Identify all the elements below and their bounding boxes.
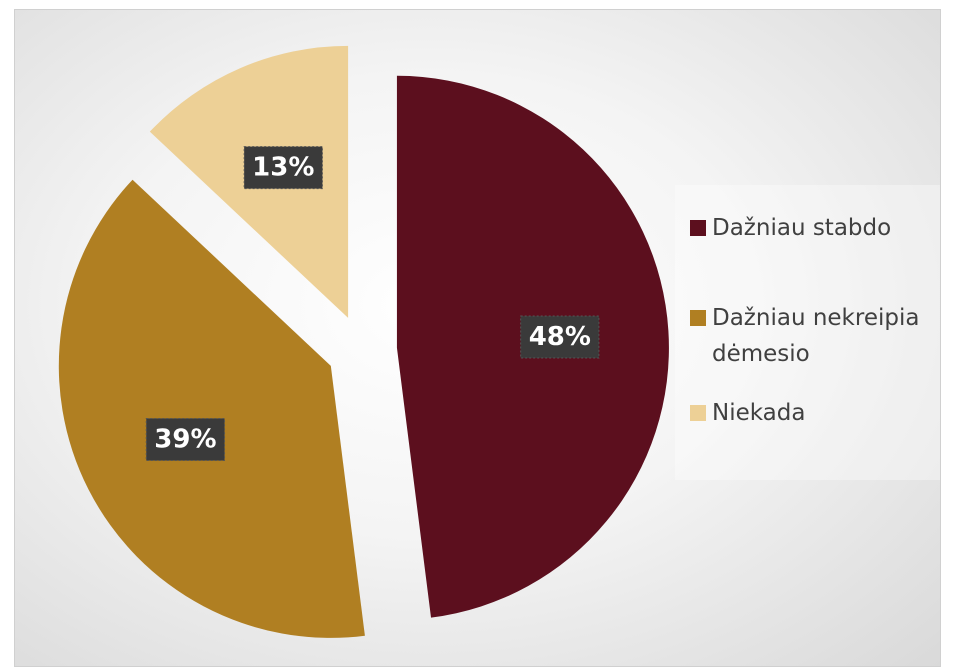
legend-item: Niekada (690, 395, 940, 431)
data-label-group: 13% (243, 146, 323, 190)
legend-item: Dažniau stabdo (690, 210, 940, 246)
data-label: 48% (529, 322, 591, 352)
legend: Dažniau stabdo Dažniau nekreipia dėmesio N… (675, 185, 940, 480)
pie-slice (58, 179, 365, 638)
data-label: 39% (154, 424, 216, 454)
legend-item: Dažniau nekreipia dėmesio (690, 300, 940, 372)
data-label-box (243, 146, 323, 190)
legend-swatch (690, 405, 706, 421)
legend-label: Dažniau stabdo (712, 215, 892, 241)
data-label-box (145, 417, 226, 461)
legend-label: Dažniau nekreipia dėmesio (712, 305, 920, 367)
data-label-group: 39% (145, 417, 226, 461)
data-label-group: 48% (520, 315, 600, 359)
legend-swatch (690, 220, 706, 236)
data-label: 13% (252, 153, 314, 183)
data-label-box (520, 315, 600, 359)
legend-label: Niekada (712, 400, 806, 426)
legend-swatch (690, 310, 706, 326)
